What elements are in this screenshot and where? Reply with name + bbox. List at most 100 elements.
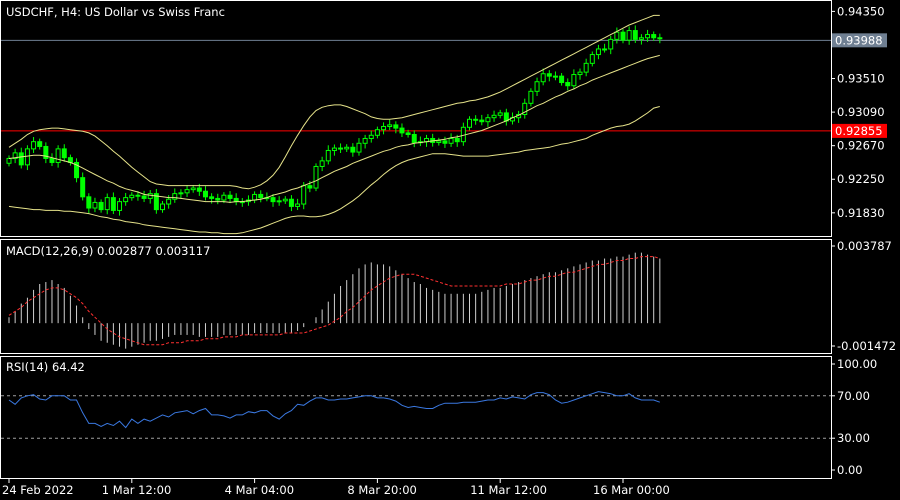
candle-body-down (307, 185, 313, 189)
price-panel-frame (0, 0, 832, 237)
candle-body-up (534, 81, 540, 92)
macd-axis-label: 0.003787 (837, 239, 892, 253)
candle-body-down (74, 161, 80, 179)
candle-body-down (288, 198, 294, 207)
candle-body-up (325, 149, 331, 162)
candle-body-up (12, 152, 18, 159)
candle-body-up (614, 31, 620, 40)
candle-body-down (565, 82, 571, 87)
candle-body-down (473, 118, 479, 121)
price-axis-label: 0.91830 (837, 206, 885, 220)
candle-body-up (160, 203, 165, 211)
rsi-axis-label: 30.00 (837, 431, 870, 445)
candle-body-down (49, 157, 55, 163)
candle-body-down (620, 31, 626, 41)
price-title: USDCHF, H4: US Dollar vs Swiss Franc (6, 5, 225, 19)
candle-body-down (202, 190, 208, 198)
rsi-line (8, 391, 660, 429)
current-price-label-bg (832, 33, 887, 48)
candle-body-down (258, 193, 264, 199)
price-axis-label: 0.93510 (837, 72, 885, 86)
rsi-title: RSI(14) 64.42 (6, 360, 85, 374)
candle-body-down (209, 196, 215, 199)
candle-body-down (37, 141, 43, 147)
time-axis-label: 11 Mar 12:00 (470, 483, 547, 497)
candle-body-down (632, 30, 638, 40)
macd-histogram (8, 252, 661, 349)
candle-body-up (485, 117, 491, 123)
macd-title: MACD(12,26,9) 0.002877 0.003117 (6, 244, 210, 258)
candle-body-up (608, 38, 614, 50)
candle-body-up (319, 160, 325, 167)
bollinger-upper (8, 14, 660, 190)
candle-body-up (117, 201, 123, 211)
candle-body-down (215, 197, 221, 201)
candle-body-up (436, 140, 442, 143)
candle-body-up (252, 193, 258, 201)
candle-body-up (577, 71, 583, 76)
candle-body-down (141, 195, 147, 199)
candle-body-up (374, 129, 380, 136)
candle-body-down (43, 145, 49, 159)
rsi-axis-label: 0.00 (837, 463, 863, 477)
horizontal-line-label-bg (832, 123, 887, 138)
candle-body-up (362, 137, 368, 144)
candle-body-up (31, 141, 37, 150)
candle-body-down (227, 194, 233, 199)
candle-body-down (559, 75, 565, 84)
rsi-levels (1, 395, 831, 439)
candle-body-down (454, 137, 460, 143)
candle-body-down (442, 140, 448, 144)
candle-body-down (270, 197, 276, 203)
time-axis-label: 8 Mar 20:00 (347, 483, 416, 497)
candle-body-up (313, 165, 319, 189)
candle-body-down (393, 124, 399, 129)
current-price-label: 0.93988 (835, 33, 883, 47)
candle-body-up (92, 201, 98, 209)
time-axis-label: 24 Feb 2022 (2, 483, 74, 497)
macd-signal (8, 256, 660, 346)
price-axis-label: 0.92670 (837, 139, 885, 153)
macd-panel: MACD(12,26,9) 0.002877 0.003117 (0, 239, 832, 354)
price-axis-label: 0.92250 (837, 172, 885, 186)
candle-body-up (602, 48, 608, 51)
rsi-panel-frame (0, 356, 832, 479)
candle-body-down (153, 193, 159, 211)
candle-body-up (6, 157, 12, 164)
candle-body-down (18, 152, 24, 166)
candle-body-up (55, 148, 61, 163)
candle-body-down (405, 132, 411, 135)
time-axis-label: 16 Mar 00:00 (593, 483, 670, 497)
candle-body-up (381, 125, 387, 131)
candle-body-up (24, 148, 30, 166)
axes: 0.94350 0.93510 0.93090 0.92670 0.92250 0.918… (2, 4, 896, 497)
candle-body-up (344, 146, 350, 150)
candle-body-up (104, 197, 110, 211)
candle-body-up (552, 75, 558, 78)
candle-body-up (540, 73, 546, 83)
rsi-series (8, 391, 660, 429)
candle-body-up (645, 34, 651, 39)
candle-body-up (282, 198, 288, 202)
candle-body-down (651, 34, 657, 39)
price-axis-label: 0.94350 (837, 4, 885, 18)
candle-body-up (522, 102, 528, 116)
rsi-panel: RSI(14) 64.42 (0, 356, 832, 479)
candle-body-up (589, 54, 595, 64)
candle-body-down (411, 133, 417, 143)
candle-body-down (61, 148, 67, 159)
macd-panel-frame (0, 239, 832, 354)
bollinger-bands (8, 14, 660, 235)
candle-body-down (135, 194, 141, 197)
rsi-axis-label: 100.00 (837, 357, 877, 371)
rsi-axis-label: 70.00 (837, 389, 870, 403)
candle-body-down (479, 119, 485, 123)
price-axis-label: 0.93090 (837, 105, 885, 119)
candle-body-up (497, 112, 503, 116)
candle-body-up (147, 193, 153, 199)
candle-body-down (399, 127, 405, 134)
candle-body-down (338, 147, 344, 150)
time-axis-label: 1 Mar 12:00 (102, 483, 171, 497)
candle-body-up (356, 142, 362, 153)
